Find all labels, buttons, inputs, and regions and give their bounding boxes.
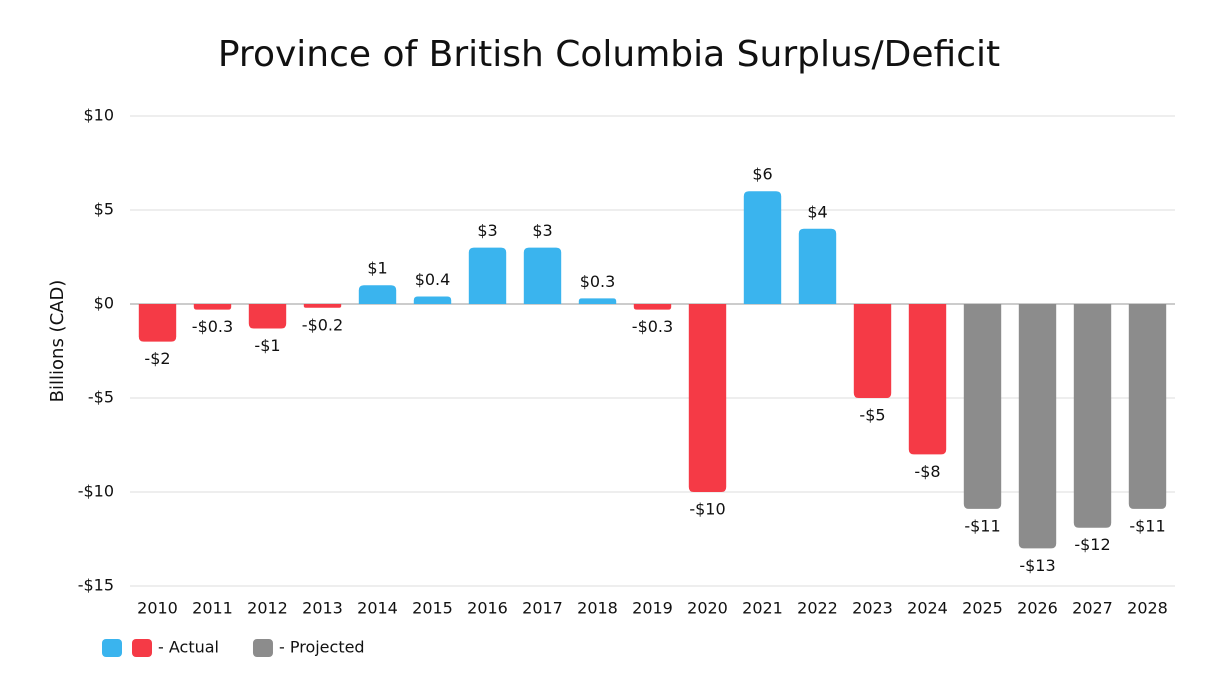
bar	[908, 304, 947, 455]
bar	[1018, 304, 1057, 549]
value-label: $0.3	[580, 272, 616, 291]
x-tick-label: 2028	[1127, 599, 1168, 618]
bar	[138, 304, 177, 342]
bar	[853, 304, 892, 398]
x-tick-label: 2027	[1072, 599, 1113, 618]
value-label: $6	[752, 165, 772, 184]
x-tick-label: 2012	[247, 599, 288, 618]
value-label: $4	[807, 202, 827, 221]
x-tick-label: 2024	[907, 599, 948, 618]
x-tick-label: 2021	[742, 599, 783, 618]
bar	[688, 304, 727, 492]
legend-swatch	[252, 639, 273, 657]
value-label: -$2	[144, 349, 170, 368]
y-axis-label: Billions (CAD)	[47, 280, 68, 403]
bar	[1073, 304, 1112, 528]
x-tick-label: 2023	[852, 599, 893, 618]
x-tick-label: 2020	[687, 599, 728, 618]
bar	[303, 304, 342, 308]
x-tick-label: 2019	[632, 599, 673, 618]
x-tick-label: 2017	[522, 599, 563, 618]
x-tick-label: 2026	[1017, 599, 1058, 618]
x-tick-label: 2014	[357, 599, 398, 618]
value-label: -$8	[914, 462, 940, 481]
bar	[798, 228, 837, 304]
x-tick-label: 2011	[192, 599, 233, 618]
bar	[1128, 304, 1167, 509]
y-tick-label: -$15	[78, 576, 114, 595]
bar	[468, 247, 507, 304]
legend-swatch	[102, 639, 122, 657]
x-tick-label: 2016	[467, 599, 508, 618]
x-tick-label: 2022	[797, 599, 838, 618]
x-tick-label: 2018	[577, 599, 618, 618]
value-label: $3	[532, 221, 552, 240]
legend-label: - Actual	[158, 638, 219, 657]
value-label: -$0.2	[302, 315, 343, 334]
chart-title: Province of British Columbia Surplus/Def…	[218, 34, 1000, 75]
legend-label: - Projected	[279, 638, 365, 657]
value-label: $0.4	[415, 270, 451, 289]
value-label: -$0.3	[632, 317, 673, 336]
value-label: -$11	[1129, 516, 1165, 535]
bar	[963, 304, 1002, 509]
y-tick-label: $10	[83, 106, 114, 125]
value-label: -$13	[1019, 556, 1055, 575]
x-tick-label: 2013	[302, 599, 343, 618]
bar	[743, 191, 782, 304]
y-tick-label: -$5	[88, 388, 114, 407]
value-label: -$10	[689, 500, 725, 519]
value-label: -$5	[859, 406, 885, 425]
value-label: -$11	[964, 516, 1000, 535]
bar	[523, 247, 562, 304]
y-tick-label: $0	[94, 294, 114, 313]
value-label: $3	[477, 221, 497, 240]
x-tick-label: 2010	[137, 599, 178, 618]
x-tick-label: 2015	[412, 599, 453, 618]
value-label: -$0.3	[192, 317, 233, 336]
bar	[578, 298, 617, 304]
legend-swatch	[132, 639, 152, 657]
bar	[358, 285, 397, 304]
x-tick-label: 2025	[962, 599, 1003, 618]
value-label: $1	[367, 259, 387, 278]
bar	[193, 304, 232, 310]
y-tick-label: $5	[94, 200, 114, 219]
y-tick-label: -$10	[78, 482, 114, 501]
value-label: -$1	[254, 336, 280, 355]
bar	[413, 296, 452, 304]
value-label: -$12	[1074, 535, 1110, 554]
bar	[248, 304, 287, 329]
bar	[633, 304, 672, 310]
